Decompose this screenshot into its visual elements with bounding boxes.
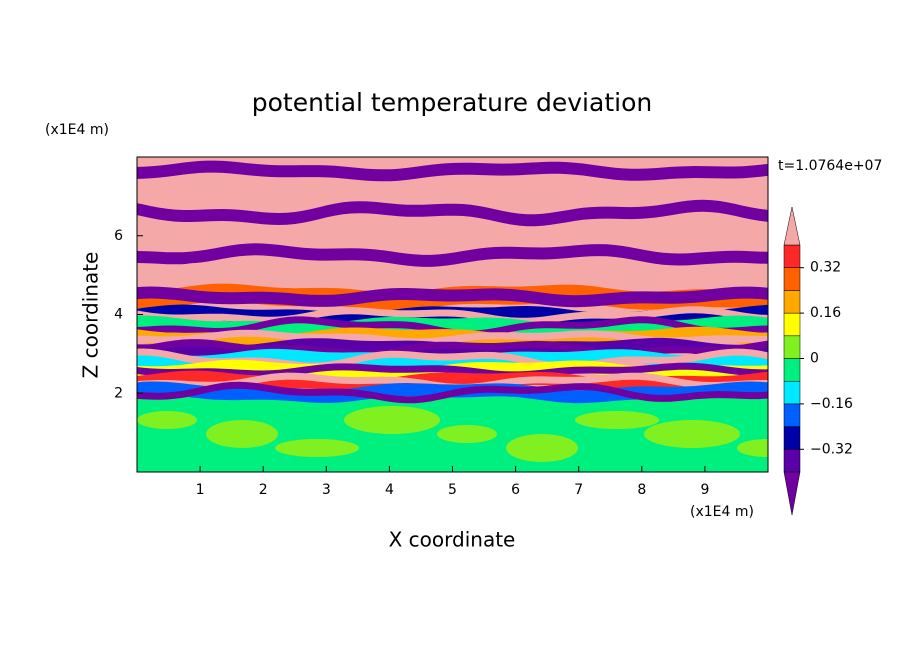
colorbar-band <box>783 449 801 473</box>
field-band <box>137 160 768 182</box>
colorbar-tick-label: −0.32 <box>810 441 853 457</box>
field-blob <box>506 434 578 462</box>
colorbar-band <box>783 426 801 450</box>
field-blob <box>206 420 278 448</box>
y-tick-label: 4 <box>114 307 123 323</box>
field-blob <box>575 411 659 429</box>
field-blob <box>737 439 768 457</box>
field-blob <box>437 425 497 443</box>
field-band <box>137 180 768 204</box>
y-axis-label: Z coordinate <box>79 252 103 379</box>
colorbar-band <box>783 380 801 405</box>
field-band <box>137 316 768 338</box>
colorbar-band <box>783 312 801 337</box>
x-axis-label: X coordinate <box>389 528 516 552</box>
chart-title: potential temperature deviation <box>252 88 652 117</box>
field-blob <box>275 439 359 457</box>
x-tick-label: 2 <box>259 482 268 498</box>
field-blob <box>137 411 197 429</box>
x-tick-label: 9 <box>700 482 709 498</box>
colorbar-band <box>783 358 801 382</box>
field-band <box>137 381 768 404</box>
x-tick-label: 3 <box>322 482 331 498</box>
colorbar-band <box>783 290 801 314</box>
colorbar-tick-label: 0 <box>810 351 819 367</box>
x-tick-label: 5 <box>448 482 457 498</box>
x-tick-label: 1 <box>196 482 205 498</box>
contour-field <box>137 157 768 472</box>
y-tick-label: 6 <box>114 228 123 244</box>
x-tick-label: 7 <box>574 482 583 498</box>
x-tick-label: 8 <box>637 482 646 498</box>
field-band <box>137 372 768 391</box>
colorbar-band <box>783 267 801 291</box>
field-blob <box>644 420 740 448</box>
y-tick-label: 2 <box>114 385 123 401</box>
field-blob <box>344 406 440 434</box>
colorbar-extend-over <box>783 206 801 246</box>
field-band <box>137 329 768 346</box>
colorbar-band <box>783 403 801 427</box>
field-band <box>137 199 768 227</box>
x-tick-label: 6 <box>511 482 520 498</box>
x-tick-label: 4 <box>385 482 394 498</box>
colorbar-band <box>783 335 801 359</box>
field-band <box>137 286 768 308</box>
field-band <box>137 262 768 290</box>
y-unit: (x1E4 m) <box>45 122 109 138</box>
colorbar-tick-label: −0.16 <box>810 396 853 412</box>
colorbar-tick-label: 0.16 <box>810 305 841 321</box>
field-band <box>137 224 768 245</box>
colorbar-band <box>783 244 801 268</box>
colorbar-extend-under <box>783 471 801 516</box>
colorbar-tick-label: 0.32 <box>810 260 841 276</box>
time-label: t=1.0764e+07 <box>778 158 882 174</box>
x-unit: (x1E4 m) <box>690 504 754 520</box>
field-band <box>137 243 768 267</box>
